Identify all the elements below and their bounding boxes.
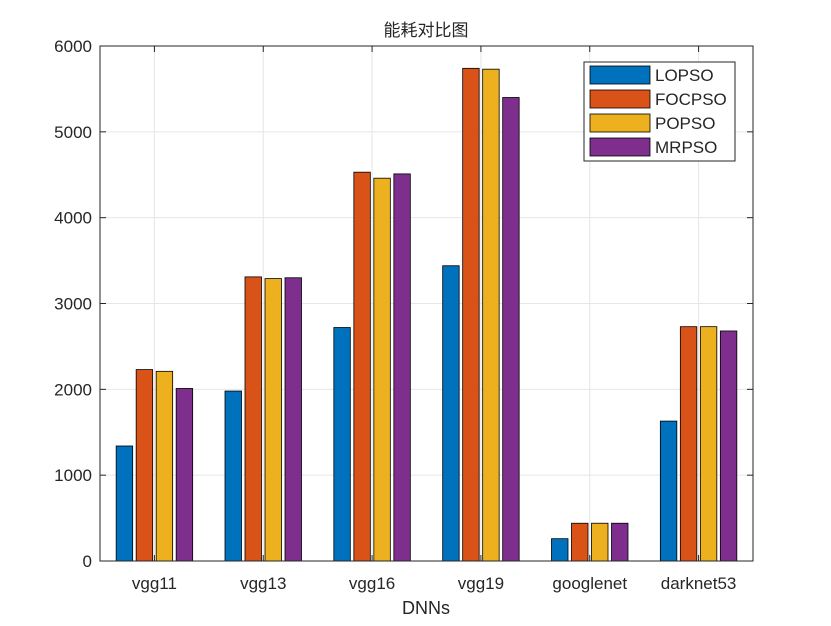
x-tick-label: vgg19 (458, 574, 504, 593)
bar-focpso-darknet53 (679, 326, 698, 562)
x-tick-label: vgg16 (349, 574, 395, 593)
legend-swatch-popso (589, 113, 651, 133)
bar-focpso-vgg16 (353, 171, 371, 562)
y-tick-label: 5000 (54, 123, 92, 142)
bar-popso-vgg11 (155, 370, 174, 562)
bar-lopso-darknet53 (659, 420, 678, 562)
legend-label-mrpso: MRPSO (655, 138, 717, 157)
bar-focpso-googlenet (571, 522, 589, 562)
bar-focpso-vgg11 (135, 369, 154, 562)
bar-mrpso-vgg11 (175, 388, 194, 562)
x-tick-label: vgg13 (240, 574, 286, 593)
bar-lopso-vgg19 (442, 265, 460, 562)
bar-mrpso-googlenet (611, 522, 629, 562)
bar-mrpso-vgg19 (502, 97, 520, 562)
y-axis-ticks: 0 1000 2000 3000 4000 5000 6000 (54, 37, 753, 571)
bar-lopso-vgg11 (115, 445, 134, 562)
bar-focpso-vgg19 (462, 67, 480, 562)
legend-label-lopso: LOPSO (655, 66, 714, 85)
bar-lopso-vgg16 (333, 327, 351, 562)
legend: LOPSO FOCPSO POPSO MRPSO (583, 61, 736, 162)
x-axis-title: DNNs (402, 598, 450, 618)
bar-lopso-vgg13 (224, 390, 242, 562)
x-axis-ticks: vgg11 vgg13 vgg16 vgg19 googlenet darknet53 (132, 46, 737, 593)
chart-title: 能耗对比图 (384, 21, 469, 41)
legend-swatch-mrpso (589, 137, 651, 157)
y-tick-label: 4000 (54, 209, 92, 228)
legend-label-focpso: FOCPSO (655, 90, 727, 109)
bar-popso-darknet53 (699, 326, 718, 562)
y-tick-label: 6000 (54, 37, 92, 56)
x-tick-label: darknet53 (661, 574, 737, 593)
x-tick-label: vgg11 (132, 574, 177, 593)
bar-mrpso-darknet53 (719, 330, 738, 562)
legend-swatch-focpso (589, 89, 651, 109)
bar-lopso-googlenet (551, 538, 569, 562)
bar-popso-vgg16 (373, 177, 391, 562)
bar-popso-vgg13 (264, 278, 282, 562)
legend-swatch-lopso (589, 65, 651, 85)
bar-mrpso-vgg16 (393, 173, 411, 562)
legend-label-popso: POPSO (655, 114, 715, 133)
y-tick-label: 2000 (54, 380, 92, 399)
bar-mrpso-vgg13 (284, 277, 302, 562)
y-tick-label: 0 (83, 552, 92, 571)
y-tick-label: 3000 (54, 295, 92, 314)
grid-lines (100, 46, 753, 561)
bar-popso-googlenet (591, 522, 609, 562)
bar-focpso-vgg13 (244, 276, 262, 562)
x-tick-label: googlenet (552, 574, 627, 593)
y-tick-label: 1000 (54, 466, 92, 485)
bar-popso-vgg19 (482, 68, 500, 562)
